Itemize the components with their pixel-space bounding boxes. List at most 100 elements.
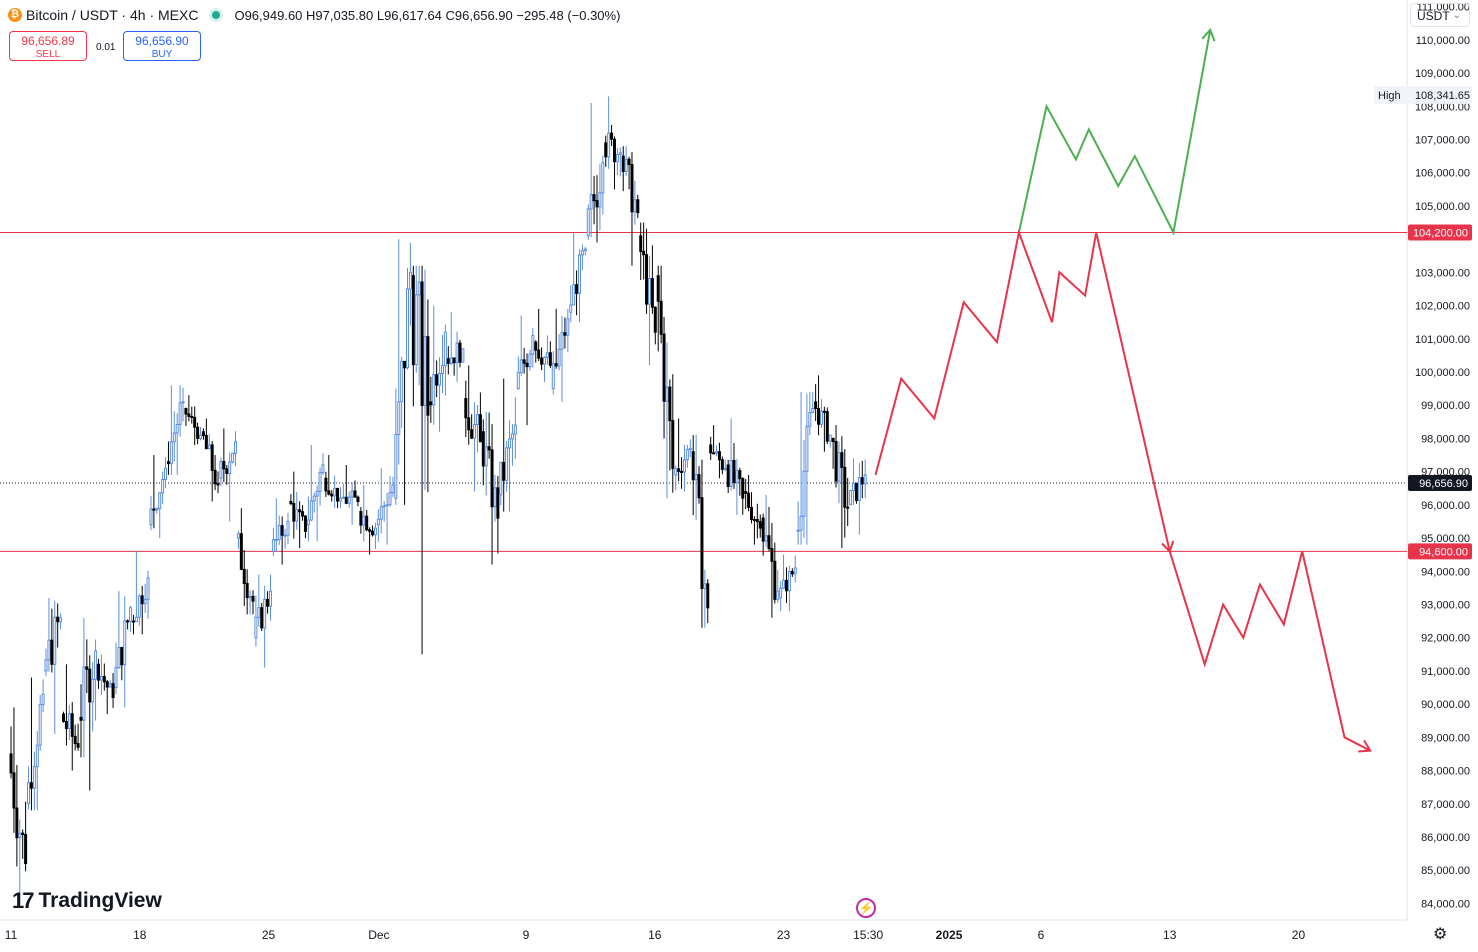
candle-body (685, 449, 689, 461)
candle-body (330, 493, 334, 497)
symbol-title[interactable]: Bitcoin / USDT · 4h · MEXC (26, 7, 199, 23)
candle-body (610, 132, 614, 140)
candle-body (744, 491, 748, 494)
candle-body (286, 520, 290, 536)
candle-body (260, 607, 264, 629)
candle-body (461, 348, 465, 363)
lightning-icon[interactable]: ⚡ (856, 898, 876, 918)
candle-body (779, 587, 783, 599)
candle-body (152, 508, 156, 511)
candle-body (732, 460, 736, 483)
sell-button[interactable]: 96,656.89 SELL (9, 31, 87, 61)
y-tick-label: 96,000.00 (1421, 500, 1470, 512)
candle-body (108, 683, 112, 688)
candle-body (120, 646, 124, 666)
candle-body (362, 515, 366, 526)
candle-body (204, 434, 208, 450)
candle-body (682, 459, 686, 473)
candle-body (257, 607, 261, 618)
candle-body (245, 582, 249, 599)
candle-body (653, 306, 657, 333)
candle-body (379, 506, 383, 520)
candle-body (295, 509, 299, 522)
candle-body (531, 334, 535, 355)
candle-body (29, 782, 33, 789)
candle-body (671, 420, 675, 469)
candle-body (376, 518, 380, 526)
candle-body (353, 490, 357, 498)
candle-body (811, 408, 815, 414)
candle-body (35, 744, 39, 768)
candle-body (706, 583, 710, 609)
candle-body (117, 646, 121, 669)
ohlc-values: O96,949.60 H97,035.80 L96,617.64 C96,656… (234, 7, 621, 23)
candle-body (73, 735, 77, 745)
candle-body (464, 398, 468, 419)
level-price-badge-bg (1408, 224, 1472, 241)
candle-body (470, 429, 474, 439)
price-axis: 84,000.00 85,000.00 86,000.00 87,000.00 88,0… (1415, 2, 1470, 911)
candle-body (38, 703, 42, 746)
candle-body (429, 401, 433, 406)
candle-body (659, 300, 663, 335)
candle-body (280, 525, 284, 536)
bear-path (874, 228, 1371, 752)
candle-body (761, 517, 765, 542)
candle-body (834, 441, 838, 482)
candle-body (502, 461, 506, 481)
y-tick-label: 105,000.00 (1415, 201, 1470, 213)
bull-arrow-head (1201, 28, 1216, 42)
buy-label: BUY (151, 49, 173, 60)
currency-select[interactable]: USDT ⌄ (1410, 3, 1470, 27)
candle-body (365, 515, 369, 531)
candle-body (793, 567, 797, 575)
candle-body (487, 446, 491, 451)
candle-body (196, 426, 200, 439)
candle-body (164, 467, 168, 480)
candle-body (752, 519, 756, 522)
y-tick-label: 108,000.00 (1415, 101, 1470, 113)
candle-body (213, 469, 217, 485)
candle-body (190, 415, 194, 418)
candle-body (271, 539, 275, 552)
y-tick-label: 99,000.00 (1421, 400, 1470, 412)
logo-text: TradingView (38, 889, 162, 912)
candle-body (368, 529, 372, 532)
candle-body (569, 304, 573, 313)
bear-arrow-head (1358, 739, 1372, 753)
candle-body (499, 461, 503, 496)
candle-body (717, 451, 721, 461)
candle-body (741, 478, 745, 499)
candle-body (289, 501, 293, 505)
x-tick-label: 25 (262, 928, 276, 942)
candle-body (207, 444, 211, 450)
candle-body (860, 477, 864, 485)
candle-body (580, 250, 584, 256)
buy-button[interactable]: 96,656.90 BUY (123, 31, 201, 61)
gear-icon[interactable]: ⚙ (1433, 926, 1448, 943)
y-tick-label: 102,000.00 (1415, 301, 1470, 313)
candle-body (677, 468, 681, 472)
candle-body (268, 590, 272, 607)
candle-body (371, 530, 375, 536)
y-tick-label: 94,000.00 (1421, 566, 1470, 578)
candle-body (545, 352, 549, 358)
candle-body (44, 659, 48, 672)
x-tick-label: 15:30 (853, 928, 883, 942)
candle-body (263, 598, 267, 629)
candle-body (645, 254, 649, 305)
candle-body (400, 360, 404, 403)
y-tick-label: 100,000.00 (1415, 367, 1470, 379)
candle-body (373, 527, 377, 536)
candle-body (674, 468, 678, 476)
candle-body (359, 510, 363, 526)
y-tick-label: 98,000.00 (1421, 433, 1470, 445)
candle-body (242, 568, 246, 584)
candle-body (764, 535, 768, 542)
y-tick-label: 86,000.00 (1421, 832, 1470, 844)
tradingview-mark-icon: 17 (12, 888, 35, 913)
candle-body (505, 447, 509, 481)
candle-body (76, 743, 80, 748)
candle-body (849, 490, 853, 506)
